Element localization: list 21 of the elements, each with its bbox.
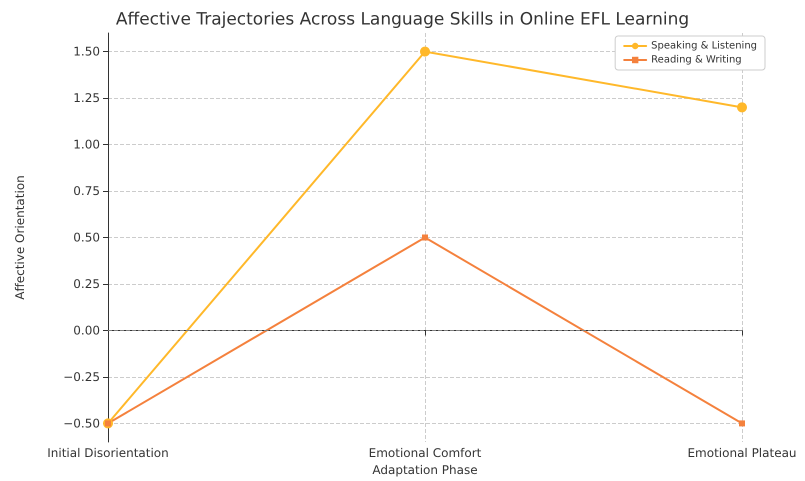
y-axis-title: Affective Orientation — [13, 175, 27, 300]
chart-title: Affective Trajectories Across Language Skills in Online EFL Learning — [116, 10, 690, 30]
legend-label: Reading & Writing — [651, 54, 742, 66]
x-tick-label: Initial Disorientation — [47, 446, 169, 460]
x-tick-label: Emotional Comfort — [368, 446, 482, 460]
point — [420, 46, 430, 57]
x-tick-label: Emotional Plateau — [687, 446, 797, 460]
point — [737, 102, 747, 112]
y-tick-label: 1.25 — [73, 91, 100, 106]
x-axis-title: Adaptation Phase — [372, 463, 478, 477]
y-tick-label: −0.50 — [63, 416, 100, 430]
point — [422, 234, 428, 240]
legend-label: Speaking & Listening — [651, 40, 758, 52]
y-tick-label: 1.50 — [73, 44, 100, 59]
y-tick-label: 0.00 — [73, 323, 100, 338]
y-tick-label: 1.00 — [73, 138, 100, 152]
y-tick-label: −0.25 — [63, 370, 100, 384]
y-tick-label: 0.75 — [73, 184, 100, 198]
y-tick-label: 0.25 — [73, 276, 100, 291]
y-tick-label: 0.50 — [73, 230, 100, 244]
point — [739, 420, 745, 426]
